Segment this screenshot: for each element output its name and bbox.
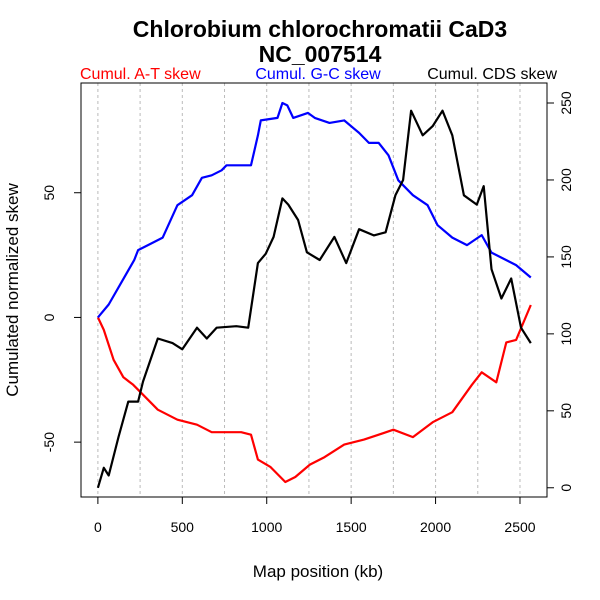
series-line-at-skew xyxy=(96,304,532,484)
series-line-gc-skew xyxy=(97,101,532,319)
series-line-cds-skew xyxy=(96,109,532,489)
legend-at-skew: Cumul. A-T skew xyxy=(80,66,201,83)
y-tick-label: 0 xyxy=(41,313,57,321)
x-tick-label: 1000 xyxy=(251,519,282,535)
y2-tick-label: 250 xyxy=(558,91,574,115)
legend-gc-skew: Cumul. G-C skew xyxy=(255,66,381,83)
x-tick-label: 500 xyxy=(171,519,195,535)
axes-layer: 0 500 1000 1500 2000 2500-5005005010015020025… xyxy=(41,91,574,535)
chart-subtitle: NC_007514 xyxy=(259,41,382,67)
x-tick-label: 0 xyxy=(94,519,102,535)
x-tick-label: 1500 xyxy=(336,519,367,535)
y2-tick-label: 100 xyxy=(558,322,574,346)
y-tick-label: -50 xyxy=(41,432,57,452)
chart-title: Chlorobium chlorochromatii CaD3 xyxy=(133,16,507,42)
x-tick-label: 2000 xyxy=(420,519,451,535)
x-tick-label: 2500 xyxy=(504,519,535,535)
grid-layer xyxy=(97,83,521,497)
y-tick-label: 50 xyxy=(41,185,57,201)
legend-cds-skew: Cumul. CDS skew xyxy=(427,66,557,83)
y2-tick-label: 150 xyxy=(558,245,574,269)
y2-tick-label: 50 xyxy=(558,403,574,419)
y2-tick-label: 0 xyxy=(558,484,574,492)
plot-frame xyxy=(80,82,548,498)
y-axis-label: Cumulated normalized skew xyxy=(3,183,22,397)
y2-tick-label: 200 xyxy=(558,168,574,192)
x-axis-label: Map position (kb) xyxy=(253,562,383,581)
series-layer xyxy=(96,101,532,489)
